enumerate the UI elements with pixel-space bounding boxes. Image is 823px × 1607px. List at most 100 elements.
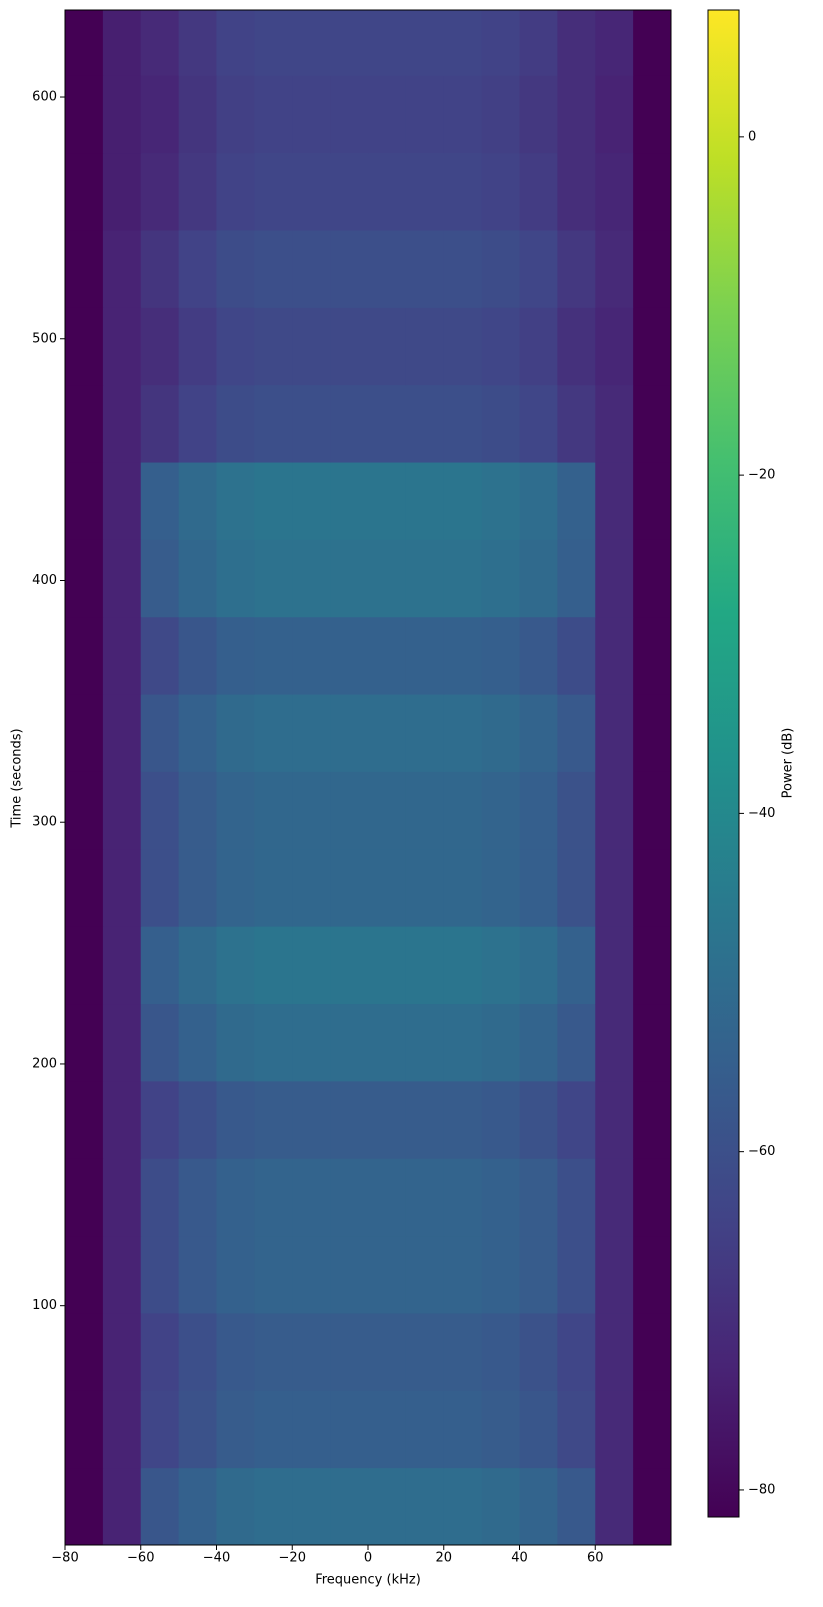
heatmap-cell (481, 1235, 520, 1314)
heatmap-cell (102, 307, 142, 386)
heatmap-cell (178, 152, 217, 231)
heatmap-cell (481, 152, 520, 231)
heatmap-cell (481, 848, 520, 927)
heatmap-cell (254, 307, 293, 386)
heatmap-cell (216, 75, 255, 154)
heatmap-cell (140, 1312, 180, 1391)
heatmap-cell (102, 1158, 142, 1237)
heatmap-cell (595, 384, 634, 463)
heatmap-cell (519, 848, 558, 927)
heatmap-cell (254, 1080, 293, 1159)
heatmap-cell (102, 462, 142, 540)
heatmap-cell (368, 152, 407, 231)
heatmap-cell (254, 848, 293, 927)
heatmap-cell (216, 1080, 255, 1159)
heatmap-cell (292, 1235, 331, 1314)
heatmap-cell (405, 152, 445, 231)
heatmap-cell (102, 152, 142, 231)
heatmap-cell (633, 616, 672, 695)
heatmap-cell (633, 384, 672, 463)
heatmap-cell (140, 848, 180, 927)
heatmap-cell (102, 384, 142, 463)
heatmap-cell (595, 539, 634, 618)
heatmap-cell (481, 384, 520, 463)
heatmap-cell (519, 75, 558, 154)
heatmap-cell (557, 307, 596, 386)
heatmap-cell (178, 384, 217, 463)
heatmap-cell (330, 1003, 369, 1082)
heatmap-cell (178, 1390, 217, 1469)
y-tick-label: 600 (32, 90, 57, 105)
heatmap-cell (254, 75, 293, 154)
heatmap-cell (330, 926, 369, 1005)
heatmap-cell (595, 1312, 634, 1391)
heatmap-cell (178, 694, 217, 772)
heatmap-cell (519, 1080, 558, 1159)
heatmap-cell (140, 307, 180, 386)
heatmap-cell (140, 1235, 180, 1314)
heatmap-cell (292, 771, 331, 850)
heatmap-cell (254, 1312, 293, 1391)
heatmap-cell (405, 1080, 445, 1159)
heatmap-cell (557, 152, 596, 231)
heatmap-cell (595, 1080, 634, 1159)
heatmap-cell (368, 694, 407, 772)
heatmap-cell (368, 1003, 407, 1082)
heatmap-cell (481, 616, 520, 695)
heatmap-cell (140, 1158, 180, 1237)
heatmap-cell (481, 539, 520, 618)
heatmap-cell (368, 926, 407, 1005)
heatmap-cell (557, 848, 596, 927)
heatmap-cell (633, 1390, 672, 1469)
x-tick-label: 0 (364, 1551, 372, 1566)
x-tick-label: −20 (279, 1551, 306, 1566)
heatmap-cell (216, 926, 255, 1005)
heatmap-cell (595, 926, 634, 1005)
heatmap-cell (254, 152, 293, 231)
heatmap-cell (292, 1003, 331, 1082)
heatmap-cell (405, 926, 445, 1005)
y-tick-label: 400 (32, 573, 57, 588)
heatmap-cell (519, 694, 558, 772)
y-tick-label: 300 (32, 815, 57, 830)
heatmap-cell (254, 1003, 293, 1082)
colorbar-tick-label: −40 (748, 806, 775, 821)
colorbar (708, 10, 739, 1517)
heatmap-cell (595, 229, 634, 308)
heatmap-cell (519, 1312, 558, 1391)
heatmap-cell (254, 462, 293, 540)
heatmap-cell (254, 926, 293, 1005)
heatmap-cell (368, 75, 407, 154)
x-tick-label: 40 (511, 1551, 528, 1566)
heatmap-cell (443, 10, 483, 76)
heatmap-cell (633, 848, 672, 927)
heatmap-cell (292, 75, 331, 154)
heatmap-cell (292, 1390, 331, 1469)
heatmap-cell (405, 384, 445, 463)
heatmap-cell (405, 75, 445, 154)
heatmap-cell (557, 771, 596, 850)
heatmap-cell (65, 1003, 104, 1082)
heatmap-cell (140, 10, 180, 76)
heatmap-cell (65, 1467, 104, 1546)
heatmap-cell (557, 1235, 596, 1314)
heatmap-cell (65, 1390, 104, 1469)
heatmap-cell (254, 384, 293, 463)
heatmap-cell (65, 539, 104, 618)
heatmap-cell (557, 229, 596, 308)
heatmap-cell (405, 848, 445, 927)
x-tick-label: 60 (587, 1551, 604, 1566)
heatmap-cell (633, 1312, 672, 1391)
colorbar-label: Power (dB) (781, 728, 796, 799)
heatmap-cell (254, 1158, 293, 1237)
heatmap-cell (65, 694, 104, 772)
heatmap-cell (102, 75, 142, 154)
heatmap-cell (102, 616, 142, 695)
heatmap-cell (368, 384, 407, 463)
heatmap-cell (254, 10, 293, 76)
heatmap-cell (481, 926, 520, 1005)
heatmap-cell (368, 1390, 407, 1469)
x-tick-label: −60 (127, 1551, 154, 1566)
heatmap-cell (216, 462, 255, 540)
